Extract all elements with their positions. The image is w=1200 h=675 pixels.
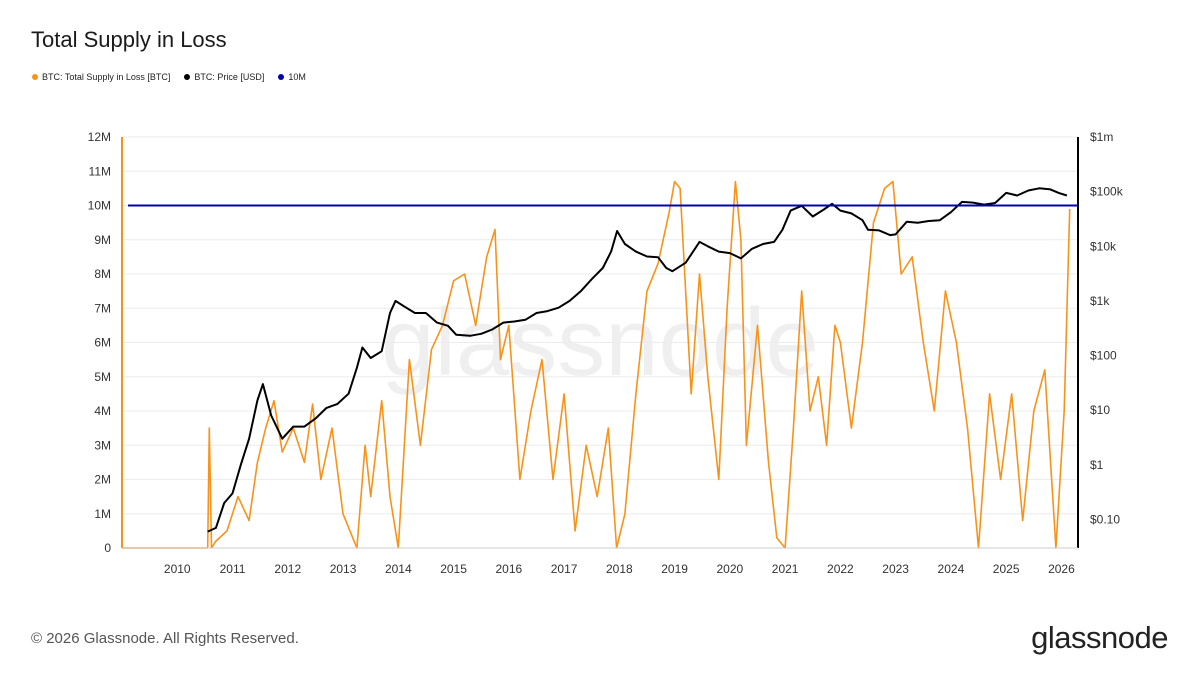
x-tick-label: 2026 xyxy=(1048,562,1075,576)
x-tick-label: 2010 xyxy=(164,562,191,576)
x-tick-label: 2014 xyxy=(385,562,412,576)
x-tick-label: 2022 xyxy=(827,562,854,576)
y-left-tick-label: 3M xyxy=(94,438,111,452)
y-right-tick-label: $0.10 xyxy=(1090,512,1120,526)
legend-dot-orange xyxy=(32,74,38,80)
x-tick-label: 2025 xyxy=(993,562,1020,576)
y-right-tick-label: $10k xyxy=(1090,239,1117,253)
x-tick-label: 2019 xyxy=(661,562,688,576)
legend-label-10m: 10M xyxy=(288,72,306,82)
grid xyxy=(122,136,1078,549)
axes: 0 1M 2M 3M 4M 5M 6M 7M 8M 9M 10M 11M 12M $0.10 $1 $10 $1… xyxy=(88,130,1124,576)
x-tick-label: 2021 xyxy=(772,562,799,576)
supply-in-loss-series xyxy=(122,180,1071,549)
y-right-tick-label: $1k xyxy=(1090,294,1110,308)
legend-item-supply-in-loss[interactable]: BTC: Total Supply in Loss [BTC] xyxy=(32,72,170,82)
y-left-tick-label: 1M xyxy=(94,507,111,521)
y-right-tick-label: $100k xyxy=(1090,185,1124,199)
y-left-tick-label: 12M xyxy=(88,130,111,144)
y-left-tick-label: 9M xyxy=(94,233,111,247)
legend-label-supply-in-loss: BTC: Total Supply in Loss [BTC] xyxy=(42,72,171,82)
y-right-tick-label: $100 xyxy=(1090,349,1117,363)
y-right-tick-label: $1 xyxy=(1090,458,1104,472)
glassnode-logo: glassnode xyxy=(1031,620,1168,655)
price-line xyxy=(207,187,1068,533)
x-tick-label: 2013 xyxy=(330,562,357,576)
chart-title: Total Supply in Loss xyxy=(31,27,227,52)
y-left-tick-label: 0 xyxy=(104,541,111,555)
y-left-tick-label: 2M xyxy=(94,473,111,487)
y-left-tick-label: 7M xyxy=(94,301,111,315)
chart-legend[interactable]: BTC: Total Supply in Loss [BTC] BTC: Pri… xyxy=(32,72,306,82)
x-tick-label: 2018 xyxy=(606,562,633,576)
x-tick-label: 2024 xyxy=(938,562,965,576)
legend-item-10m[interactable]: 10M xyxy=(278,72,306,82)
y-left-tick-label: 10M xyxy=(88,199,111,213)
x-tick-label: 2020 xyxy=(717,562,744,576)
y-left-tick-label: 6M xyxy=(94,336,111,350)
x-tick-label: 2016 xyxy=(495,562,522,576)
x-tick-label: 2023 xyxy=(882,562,909,576)
y-left-tick-label: 8M xyxy=(94,267,111,281)
y-right-tick-label: $10 xyxy=(1090,403,1110,417)
x-tick-label: 2015 xyxy=(440,562,467,576)
x-tick-label: 2012 xyxy=(274,562,301,576)
legend-dot-blue xyxy=(278,74,285,80)
y-left-tick-label: 11M xyxy=(89,164,111,178)
supply-in-loss-line xyxy=(122,180,1071,549)
legend-item-price[interactable]: BTC: Price [USD] xyxy=(184,72,264,82)
x-tick-label: 2011 xyxy=(220,562,246,576)
y-left-tick-label: 4M xyxy=(94,404,111,418)
legend-label-price: BTC: Price [USD] xyxy=(194,72,265,82)
y-right-tick-label: $1m xyxy=(1090,130,1113,144)
copyright-text: © 2026 Glassnode. All Rights Reserved. xyxy=(31,630,299,647)
y-left-tick-label: 5M xyxy=(94,370,111,384)
legend-dot-black xyxy=(184,74,191,80)
x-tick-label: 2017 xyxy=(551,562,578,576)
price-series xyxy=(207,187,1068,533)
